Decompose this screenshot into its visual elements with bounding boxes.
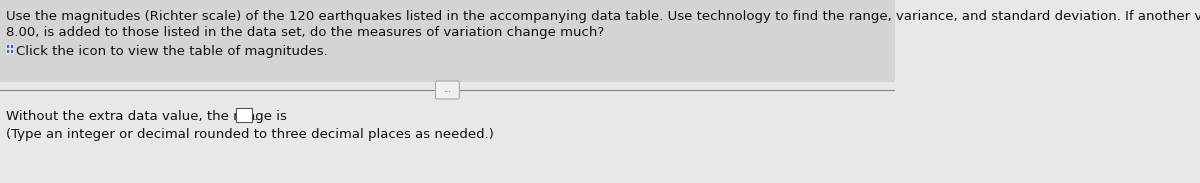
Bar — [6, 48, 10, 53]
Text: (Type an integer or decimal rounded to three decimal places as needed.): (Type an integer or decimal rounded to t… — [6, 128, 494, 141]
Text: Without the extra data value, the range is: Without the extra data value, the range … — [6, 110, 287, 123]
Bar — [6, 44, 10, 48]
Text: Click the icon to view the table of magnitudes.: Click the icon to view the table of magn… — [17, 45, 328, 58]
FancyBboxPatch shape — [235, 108, 252, 122]
FancyBboxPatch shape — [436, 81, 460, 99]
Text: 8.00, is added to those listed in the data set, do the measures of variation cha: 8.00, is added to those listed in the da… — [6, 26, 605, 39]
FancyBboxPatch shape — [0, 0, 895, 82]
Text: ...: ... — [444, 85, 451, 94]
Bar — [10, 48, 13, 53]
Text: .: . — [253, 110, 258, 123]
Text: Use the magnitudes (Richter scale) of the 120 earthquakes listed in the accompan: Use the magnitudes (Richter scale) of th… — [6, 10, 1200, 23]
Bar — [10, 44, 13, 48]
